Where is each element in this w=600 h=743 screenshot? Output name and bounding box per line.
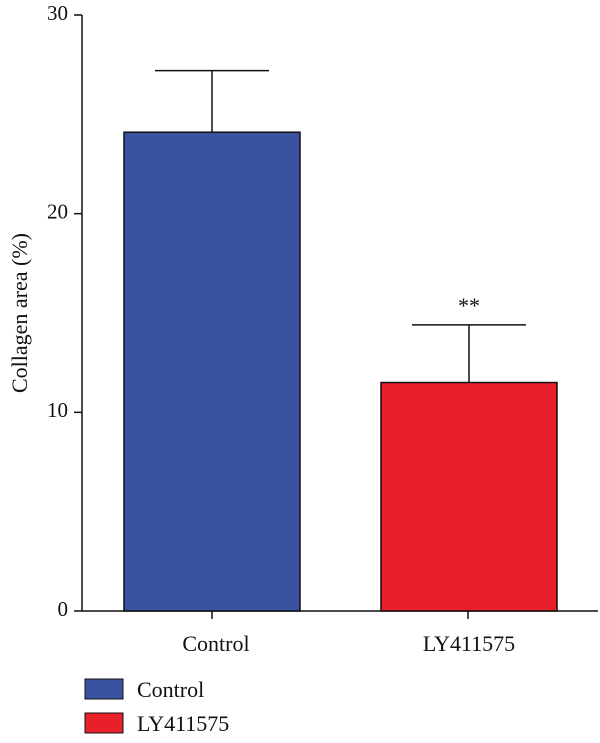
y-tick-label-10: 10: [47, 398, 68, 422]
significance-label-ly411575: **: [458, 293, 480, 318]
y-tick-label-30: 30: [47, 1, 68, 25]
legend-label-control: Control: [137, 677, 204, 702]
legend-swatch-control: [84, 678, 124, 700]
bar-ly411575: [380, 381, 558, 612]
legend-label-ly411575: LY411575: [137, 711, 229, 736]
bar-control: [123, 131, 301, 612]
y-tick-label-0: 0: [58, 597, 69, 621]
x-axis: Control LY411575: [82, 610, 598, 656]
y-axis-label: Collagen area (%): [7, 233, 32, 393]
y-tick-label-20: 20: [47, 199, 68, 223]
bars: **: [123, 69, 558, 612]
legend-swatch-ly411575: [84, 712, 124, 734]
x-tick-label-ly411575: LY411575: [423, 631, 515, 656]
y-axis: 0 10 20 30: [47, 1, 83, 621]
y-ticks: 0 10 20 30: [47, 1, 82, 621]
legend: Control LY411575: [84, 677, 229, 736]
x-tick-label-control: Control: [182, 631, 249, 656]
